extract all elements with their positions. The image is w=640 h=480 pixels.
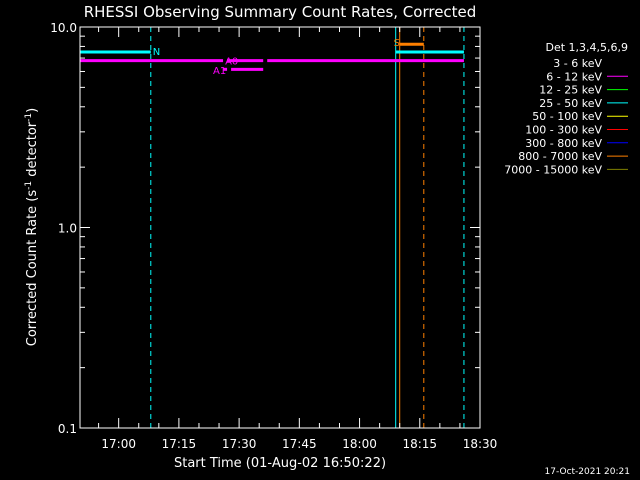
- x-axis-label: Start Time (01-Aug-02 16:50:22): [174, 456, 386, 471]
- legend-title: Det 1,3,4,5,6,9: [545, 41, 628, 54]
- y-tick-label-0: 0.1: [58, 422, 77, 436]
- x-tick-label-3: 17:45: [282, 437, 317, 451]
- plot-frame: [79, 26, 481, 429]
- legend-label-8: 7000 - 15000 keV: [504, 163, 602, 176]
- axes: 17:00 17:15 17:30 17:45 18:00 18:15 18:30 0.1 1.…: [50, 21, 497, 451]
- x-tick-label-1: 17:15: [162, 437, 197, 451]
- legend-label-3: 25 - 50 keV: [539, 97, 602, 110]
- legend-label-6: 300 - 800 keV: [525, 137, 602, 150]
- chart-title: RHESSI Observing Summary Count Rates, Co…: [84, 3, 477, 21]
- flag-label-n: N: [153, 47, 160, 58]
- flag-label-a0: A0: [225, 57, 238, 68]
- legend-label-4: 50 - 100 keV: [532, 110, 602, 123]
- y-tick-label-1: 1.0: [58, 222, 77, 236]
- legend-label-0: 3 - 6 keV: [553, 57, 602, 70]
- x-tick-label-0: 17:00: [101, 437, 136, 451]
- x-tick-label-2: 17:30: [222, 437, 257, 451]
- flag-label-a1: A1: [213, 66, 226, 77]
- legend-label-2: 12 - 25 keV: [539, 84, 602, 97]
- x-tick-label-4: 18:00: [342, 437, 377, 451]
- footer-date: 17-Oct-2021 20:21: [545, 467, 630, 477]
- y-axis-label: Corrected Count Rate (s-1 detector-1): [24, 108, 40, 346]
- x-tick-label-6: 18:30: [463, 437, 498, 451]
- x-tick-label-5: 18:15: [402, 437, 437, 451]
- legend-label-5: 100 - 300 keV: [525, 124, 602, 137]
- legend-label-7: 800 - 7000 keV: [518, 150, 602, 163]
- flag-label-s: S: [394, 38, 400, 49]
- legend-label-1: 6 - 12 keV: [546, 70, 602, 83]
- y-tick-label-2: 10.0: [50, 21, 77, 35]
